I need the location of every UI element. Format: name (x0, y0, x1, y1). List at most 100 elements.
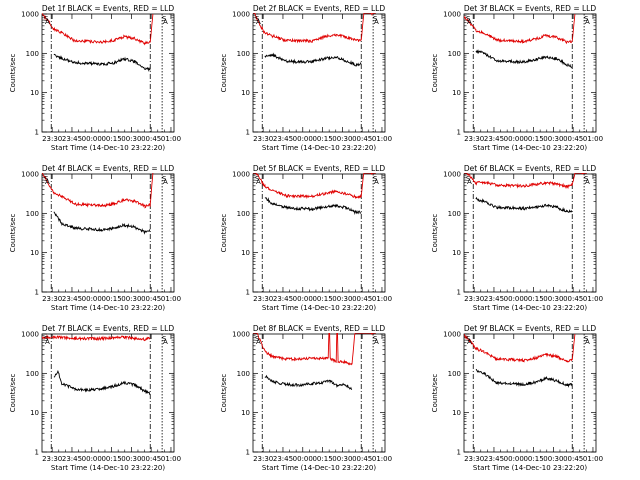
plot-frame (463, 13, 597, 133)
flag-s-left: S (44, 335, 49, 343)
x-tick-label: 23:30 (464, 295, 484, 303)
plot-frame (41, 333, 175, 453)
y-axis-label: Counts/sec (9, 214, 17, 253)
series-line-lld (253, 333, 376, 366)
x-tick-label: 00:45 (141, 295, 161, 303)
series-line-events (264, 52, 362, 67)
x-tick-label: 23:30 (464, 455, 484, 463)
y-tick-label: 1 (35, 289, 39, 297)
y-tick-label: 1 (457, 129, 461, 137)
y-tick-label: 100 (448, 370, 461, 378)
y-axis-label: Counts/sec (9, 54, 17, 93)
panel-det-1: Det 1f BLACK = Events, RED = LLD 1 10 100 10… (9, 4, 181, 152)
series-line-events (53, 370, 151, 396)
x-tick-label: 00:00 (293, 135, 313, 143)
plot-area (253, 173, 376, 292)
plot-area (464, 173, 587, 292)
flag-s-left: S (44, 175, 49, 183)
flag-s-left: S (466, 335, 471, 343)
x-axis-label: Start Time (14-Dec-10 23:22:20) (51, 464, 165, 472)
y-axis-label: Counts/sec (220, 54, 228, 93)
flag-a-left: A (467, 338, 472, 346)
x-tick-label: 00:00 (82, 295, 102, 303)
x-tick-label: 00:45 (141, 135, 161, 143)
y-tick-label: 10 (452, 409, 461, 417)
x-axis-label: Start Time (14-Dec-10 23:22:20) (473, 144, 587, 152)
x-tick-label: 00:00 (293, 455, 313, 463)
x-tick-label: 23:30 (253, 135, 273, 143)
y-tick-label: 1000 (232, 331, 250, 339)
x-axis-label: Start Time (14-Dec-10 23:22:20) (51, 144, 165, 152)
series-line-events (475, 368, 573, 388)
y-tick-label: 10 (452, 249, 461, 257)
flag-s-right: S (584, 335, 589, 343)
plot-frame (463, 333, 597, 453)
flag-s-right: S (162, 175, 167, 183)
flag-s-left: S (44, 15, 49, 23)
x-tick-label: 00:15 (312, 295, 332, 303)
flag-s-right: S (584, 15, 589, 23)
x-tick-label: 00:30 (121, 135, 141, 143)
y-tick-label: 1 (457, 289, 461, 297)
x-axis-label: Start Time (14-Dec-10 23:22:20) (262, 144, 376, 152)
y-axis-label: Counts/sec (431, 54, 439, 93)
flag-a-right: A (374, 338, 379, 346)
flag-a-left: A (467, 18, 472, 26)
flag-a-right: A (374, 178, 379, 186)
panel-det-2: Det 2f BLACK = Events, RED = LLD 1 10 100 10… (220, 4, 392, 152)
plot-frame (252, 333, 386, 453)
y-tick-label: 100 (237, 210, 250, 218)
y-tick-label: 10 (30, 409, 39, 417)
x-tick-label: 01:00 (583, 455, 603, 463)
panel-det-7: Det 7f BLACK = Events, RED = LLD 1 10 100 10… (9, 324, 181, 472)
y-tick-label: 100 (26, 50, 39, 58)
flag-a-right: A (585, 338, 590, 346)
flag-a-right: A (585, 18, 590, 26)
plot-area (253, 13, 376, 132)
flag-a-left: A (256, 178, 261, 186)
flag-a-right: A (585, 178, 590, 186)
series-line-events (264, 197, 362, 215)
flag-s-right: S (373, 15, 378, 23)
y-tick-label: 1000 (443, 171, 461, 179)
series-line-events (475, 196, 573, 213)
series-line-lld (42, 13, 154, 46)
x-tick-label: 00:30 (121, 295, 141, 303)
panel-title: Det 4f BLACK = Events, RED = LLD (42, 164, 175, 173)
plot-frame (252, 173, 386, 293)
plot-frame (41, 173, 175, 293)
flag-s-left: S (466, 15, 471, 23)
x-tick-label: 00:45 (563, 135, 583, 143)
x-tick-label: 00:15 (101, 135, 121, 143)
y-axis-label: Counts/sec (220, 374, 228, 413)
y-tick-label: 100 (26, 370, 39, 378)
flag-a-left: A (45, 338, 50, 346)
flag-a-left: A (45, 178, 50, 186)
x-tick-label: 23:45 (62, 295, 82, 303)
flag-a-left: A (45, 18, 50, 26)
x-tick-label: 00:15 (312, 135, 332, 143)
series-line-events (264, 374, 353, 390)
x-tick-label: 00:30 (543, 135, 563, 143)
y-tick-label: 10 (241, 89, 250, 97)
x-axis-label: Start Time (14-Dec-10 23:22:20) (262, 304, 376, 312)
x-tick-label: 00:45 (563, 455, 583, 463)
x-tick-label: 23:45 (62, 135, 82, 143)
y-tick-label: 1 (35, 449, 39, 457)
x-tick-label: 23:45 (273, 295, 293, 303)
panel-det-5: Det 5f BLACK = Events, RED = LLD 1 10 100 10… (220, 164, 392, 312)
x-tick-label: 00:45 (141, 455, 161, 463)
x-tick-label: 23:30 (253, 295, 273, 303)
y-tick-label: 1 (457, 449, 461, 457)
x-tick-label: 01:00 (161, 135, 181, 143)
panel-title: Det 5f BLACK = Events, RED = LLD (253, 164, 386, 173)
x-tick-label: 01:00 (583, 295, 603, 303)
plot-frame (252, 13, 386, 133)
y-tick-label: 10 (30, 249, 39, 257)
flag-s-left: S (255, 15, 260, 23)
x-tick-label: 00:15 (101, 295, 121, 303)
x-tick-label: 00:00 (82, 455, 102, 463)
series-line-lld (253, 13, 376, 44)
x-axis-label: Start Time (14-Dec-10 23:22:20) (262, 464, 376, 472)
